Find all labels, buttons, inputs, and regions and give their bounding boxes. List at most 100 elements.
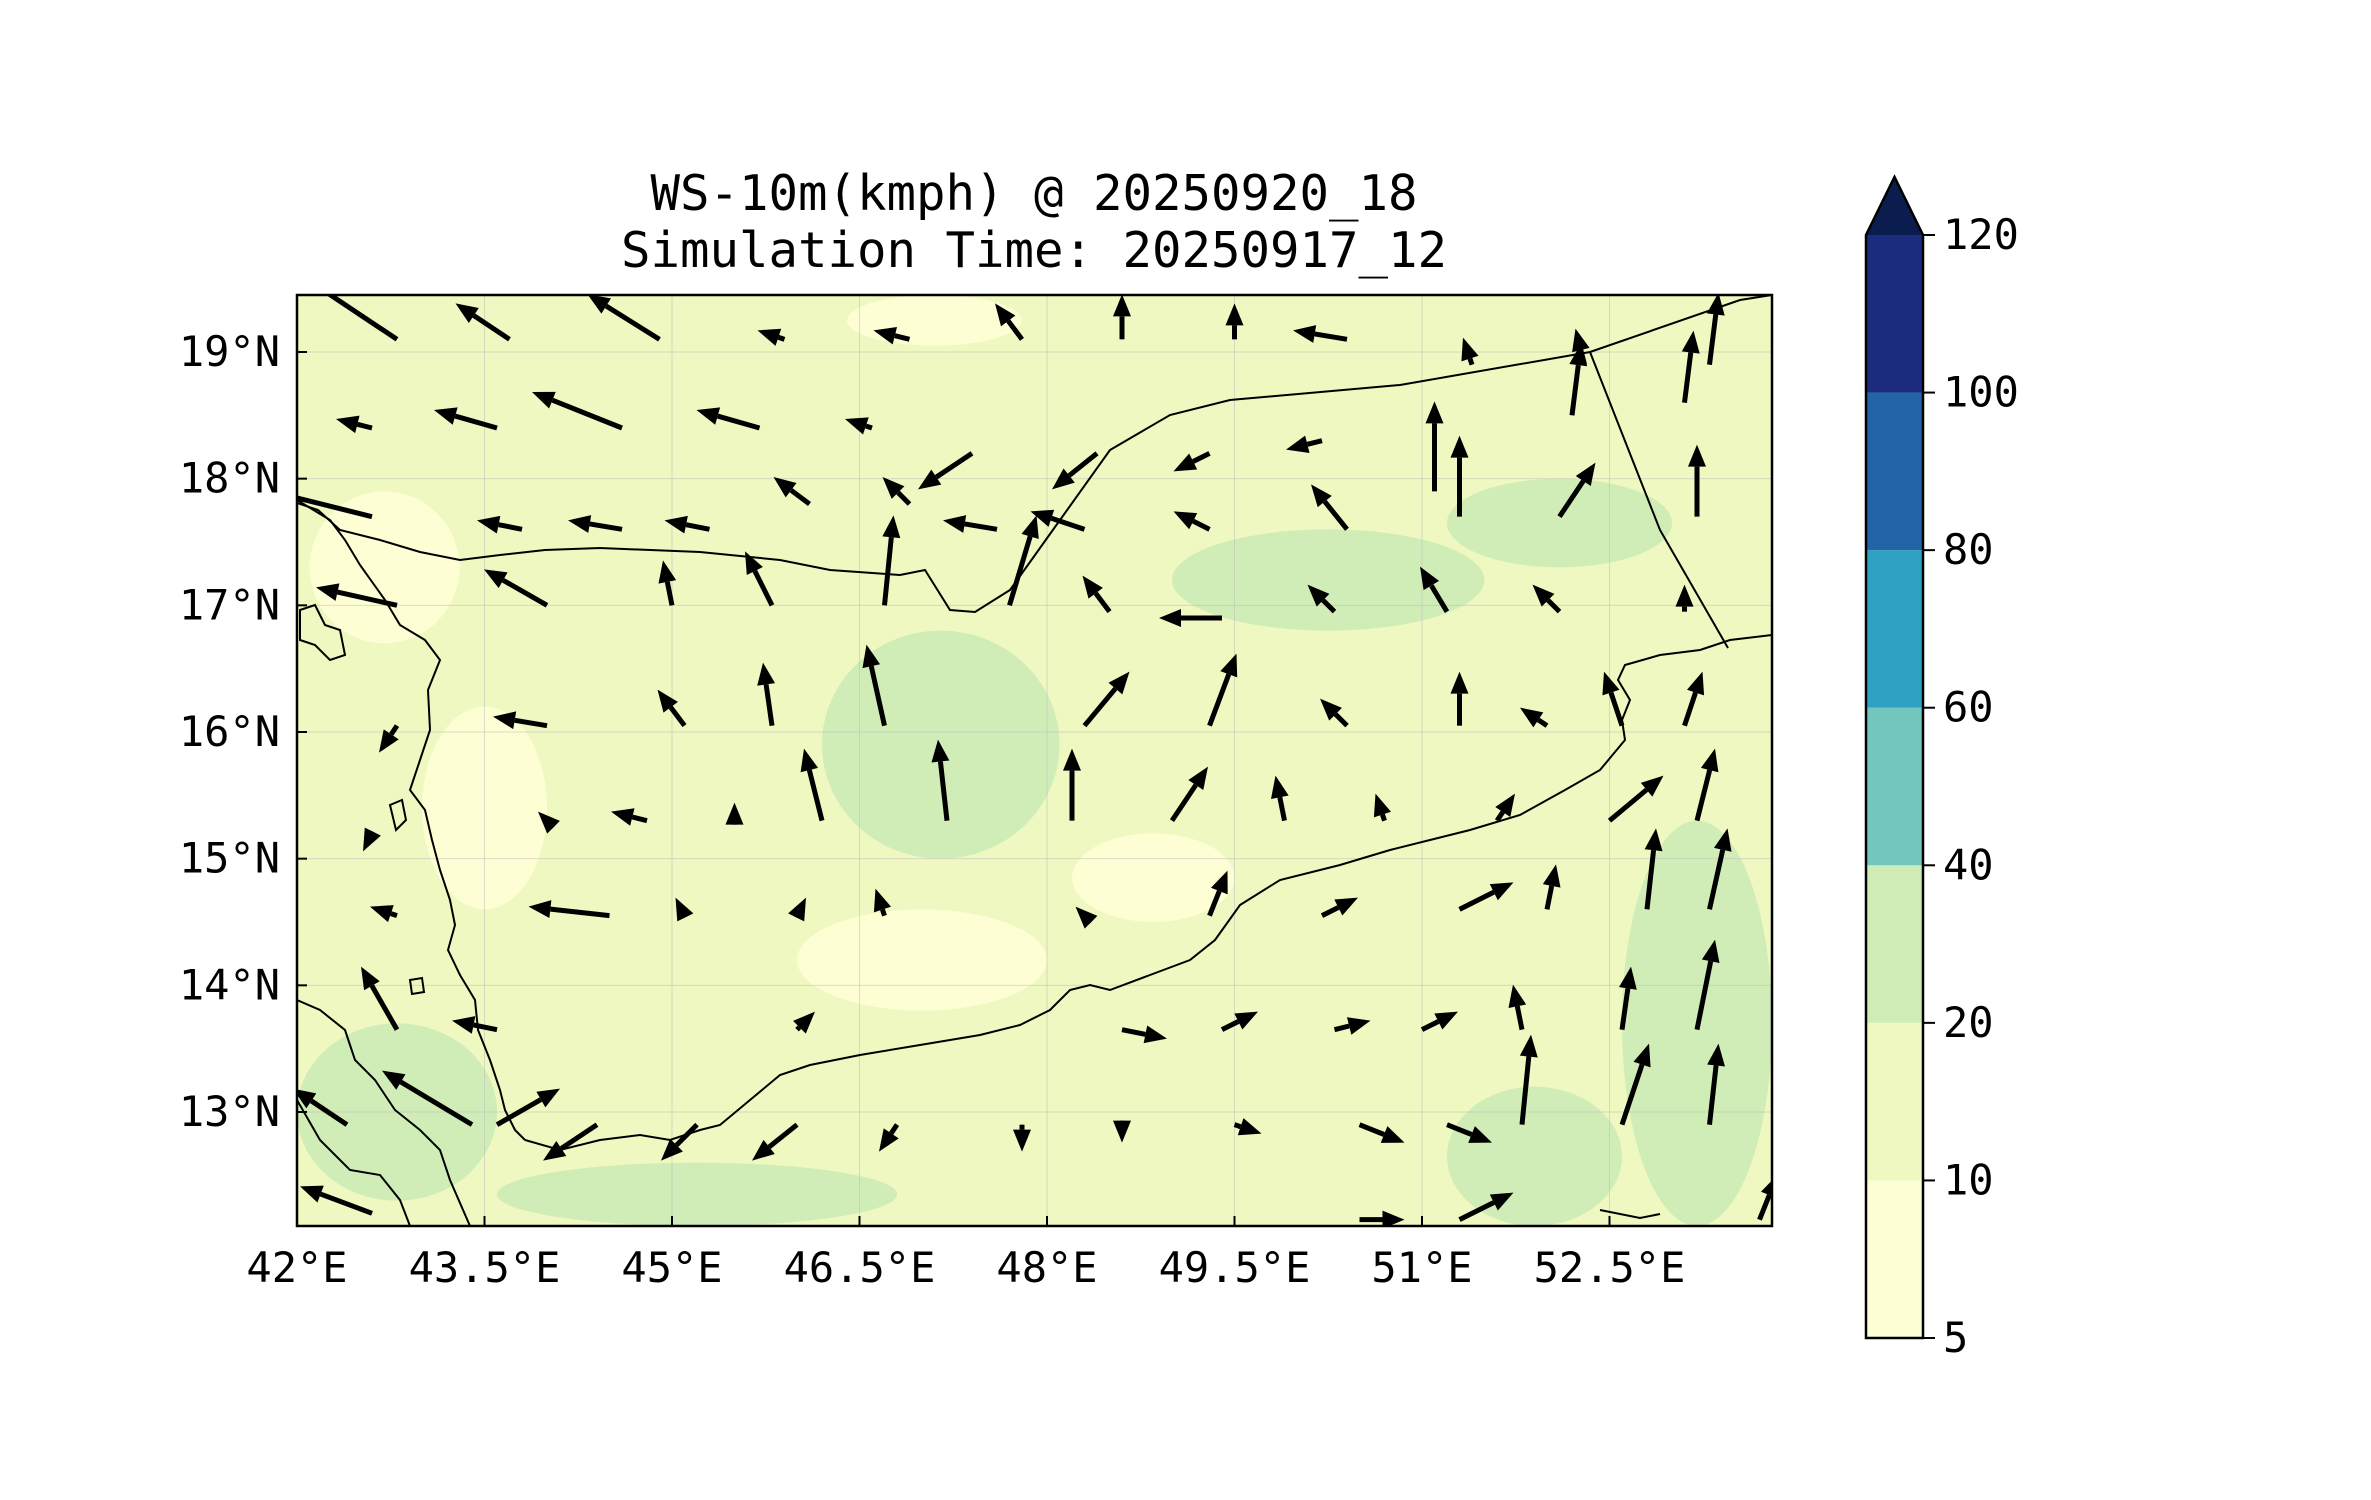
wind-vector xyxy=(1425,401,1444,492)
wind-vector xyxy=(477,515,523,534)
wind-vector xyxy=(1075,906,1098,929)
wind-vector xyxy=(882,515,901,606)
wind-vector xyxy=(336,415,373,434)
wind-vector xyxy=(1557,462,1596,519)
wind-vector xyxy=(1169,766,1208,823)
wind-vector xyxy=(568,515,623,533)
wind-vector xyxy=(873,326,911,345)
wind-vector xyxy=(297,495,373,520)
wind-vector xyxy=(1519,1034,1538,1125)
wind-vector xyxy=(1358,1122,1405,1143)
wind-vector xyxy=(657,689,687,728)
wind-vector xyxy=(1446,1122,1492,1143)
wind-vector xyxy=(587,295,661,342)
speed-region-5-10 xyxy=(1072,833,1235,923)
wind-vector xyxy=(495,1088,560,1127)
wind-vector xyxy=(800,748,825,822)
wind-vector xyxy=(773,477,811,507)
speed-region-20-40 xyxy=(1447,478,1672,568)
wind-vector xyxy=(452,1016,498,1034)
wind-vector xyxy=(1532,584,1562,614)
wind-vector xyxy=(528,900,610,919)
x-tick-label: 43.5°E xyxy=(409,1243,561,1292)
y-tick-label: 16°N xyxy=(179,707,280,756)
wind-vector xyxy=(325,295,399,342)
x-tick-label: 46.5°E xyxy=(784,1243,936,1292)
wind-vector xyxy=(1707,828,1732,910)
wind-vector xyxy=(1644,828,1663,910)
colorbar-tick-label: 40 xyxy=(1943,840,1994,889)
wind-vector xyxy=(879,1123,900,1152)
wind-vector xyxy=(1602,671,1625,727)
wind-vector xyxy=(1121,1025,1167,1044)
colorbar: 5 10 20 40 60 80 100 120 xyxy=(1864,174,2019,1362)
colorbar-segment xyxy=(1866,707,1923,866)
x-tick-label: 52.5°E xyxy=(1534,1243,1686,1292)
wind-vector xyxy=(1450,435,1469,517)
colorbar-segment xyxy=(1866,1180,1923,1338)
wind-vector xyxy=(1082,671,1130,728)
wind-vector xyxy=(1682,671,1705,727)
y-tick-label: 15°N xyxy=(179,834,280,883)
wind-vector xyxy=(1225,303,1244,340)
wind-vector xyxy=(1113,295,1131,340)
wind-vector xyxy=(611,808,648,826)
wind-vector xyxy=(1706,295,1725,365)
wind-vector xyxy=(1694,748,1719,822)
colorbar-tick-label: 20 xyxy=(1943,998,1994,1047)
colorbar-extend-arrow xyxy=(1866,177,1923,235)
wind-vectors xyxy=(297,295,1772,1226)
wind-vector xyxy=(745,551,775,607)
wind-vector xyxy=(1082,575,1112,614)
wind-vector xyxy=(1220,1011,1258,1032)
wind-vector xyxy=(363,827,381,852)
wind-vector xyxy=(661,1122,699,1161)
wind-vector xyxy=(1052,451,1099,490)
colorbar-tick-label: 60 xyxy=(1943,683,1994,732)
wind-vector xyxy=(1233,1118,1262,1136)
djibouti-border xyxy=(297,1099,411,1226)
island-2 xyxy=(388,798,408,832)
y-axis: 13°N 14°N 15°N 16°N 17°N 18°N 19°N xyxy=(179,327,307,1136)
y-tick-label: 19°N xyxy=(179,327,280,376)
wind-vector xyxy=(752,1122,799,1161)
wind-vector xyxy=(1207,653,1238,727)
wind-vector xyxy=(1030,509,1086,532)
plot-subtitle: Simulation Time: 20250917_12 xyxy=(621,222,1447,279)
wind-vector xyxy=(1707,1043,1726,1125)
yemen-oman-border xyxy=(1589,351,1729,649)
gulf-of-aden-coast xyxy=(524,634,1772,1152)
speed-region-20-40 xyxy=(822,630,1060,859)
y-tick-label: 14°N xyxy=(179,960,280,1009)
wind-vector xyxy=(725,802,744,825)
wind-vector xyxy=(316,583,398,608)
colorbar-segment xyxy=(1866,865,1923,1023)
wind-vector xyxy=(757,328,786,346)
wind-vector xyxy=(434,407,498,431)
wind-vector xyxy=(1420,1011,1458,1032)
wind-vector xyxy=(793,1011,815,1034)
wind-vector xyxy=(1694,939,1720,1031)
speed-region-5-10 xyxy=(309,491,460,644)
map-panel xyxy=(295,293,1774,1228)
wind-vector xyxy=(696,407,761,431)
x-tick-label: 49.5°E xyxy=(1159,1243,1311,1292)
wind-vector xyxy=(1320,897,1358,918)
wind-vector xyxy=(1293,325,1348,343)
wind-vector xyxy=(845,417,873,435)
wind-vector xyxy=(1607,775,1664,823)
y-tick-label: 17°N xyxy=(179,580,280,629)
x-axis: 42°E 43.5°E 45°E 46.5°E 48°E 49.5°E 51°E 52.5°E xyxy=(246,1216,1685,1292)
wind-vector xyxy=(664,515,710,534)
colorbar-segment xyxy=(1866,1022,1923,1181)
yemen-saudi-border xyxy=(297,295,1772,614)
wind-vector xyxy=(1458,1192,1514,1222)
wind-vector xyxy=(1013,1124,1031,1152)
wind-vector xyxy=(1688,444,1706,517)
plot-title: WS-10m(kmph) @ 20250920_18 xyxy=(650,165,1417,222)
wind-vector xyxy=(1618,966,1637,1031)
wind-vector xyxy=(1307,584,1337,614)
wind-vector xyxy=(1207,870,1228,917)
wind-vector xyxy=(484,569,549,608)
